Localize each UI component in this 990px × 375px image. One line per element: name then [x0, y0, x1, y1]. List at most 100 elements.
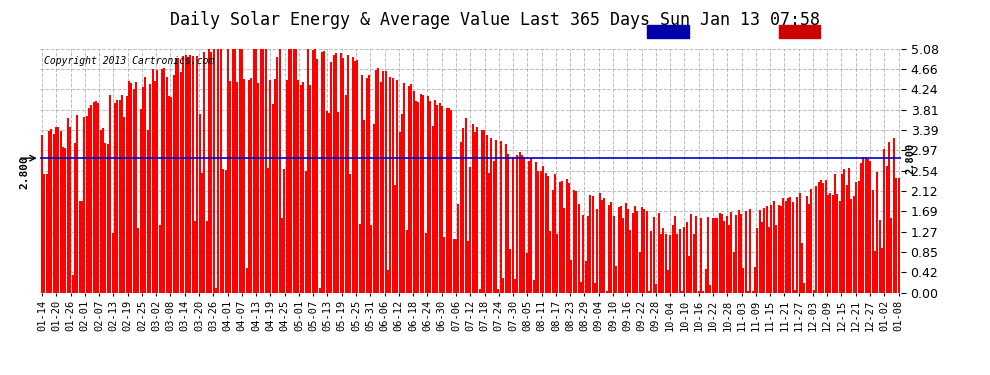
- Bar: [549, 231, 551, 292]
- Bar: [365, 78, 367, 292]
- Bar: [758, 210, 760, 292]
- Bar: [133, 89, 135, 292]
- Bar: [536, 162, 538, 292]
- Bar: [726, 216, 728, 292]
- Bar: [483, 130, 485, 292]
- Bar: [625, 203, 627, 292]
- Bar: [577, 204, 579, 292]
- Bar: [121, 95, 123, 292]
- Bar: [234, 49, 236, 292]
- Bar: [500, 141, 502, 292]
- Bar: [269, 80, 271, 292]
- Bar: [815, 186, 817, 292]
- Bar: [594, 282, 596, 292]
- Bar: [700, 219, 702, 292]
- Bar: [138, 228, 140, 292]
- Bar: [746, 291, 749, 292]
- Bar: [611, 202, 613, 292]
- Bar: [382, 70, 384, 292]
- Bar: [754, 267, 756, 292]
- Bar: [81, 201, 83, 292]
- Bar: [490, 138, 492, 292]
- Bar: [546, 176, 548, 292]
- Bar: [538, 171, 540, 292]
- Bar: [808, 204, 810, 292]
- Bar: [331, 63, 333, 292]
- Bar: [679, 228, 681, 292]
- Bar: [740, 214, 742, 292]
- Bar: [418, 102, 420, 292]
- Bar: [580, 282, 582, 292]
- Bar: [109, 95, 111, 292]
- Bar: [343, 57, 345, 292]
- Bar: [876, 172, 878, 292]
- Bar: [450, 110, 452, 292]
- Bar: [686, 222, 688, 292]
- Bar: [832, 195, 834, 292]
- Bar: [297, 80, 299, 292]
- Bar: [528, 161, 530, 292]
- Bar: [126, 96, 128, 292]
- Bar: [74, 143, 76, 292]
- Bar: [316, 59, 319, 292]
- Bar: [262, 49, 264, 292]
- Bar: [187, 57, 189, 292]
- Bar: [606, 291, 608, 292]
- Bar: [478, 289, 481, 292]
- Bar: [575, 191, 577, 292]
- Bar: [46, 174, 48, 292]
- Bar: [196, 56, 198, 292]
- Bar: [184, 55, 186, 292]
- Bar: [474, 132, 476, 292]
- Bar: [601, 200, 603, 292]
- Bar: [114, 103, 116, 292]
- Bar: [554, 174, 556, 292]
- Bar: [467, 241, 469, 292]
- Bar: [140, 110, 142, 292]
- Bar: [630, 230, 632, 292]
- Bar: [86, 116, 88, 292]
- Bar: [763, 208, 765, 292]
- Bar: [681, 291, 683, 292]
- Bar: [556, 234, 558, 292]
- Bar: [333, 55, 335, 292]
- Bar: [543, 166, 545, 292]
- Bar: [481, 130, 483, 292]
- Bar: [519, 152, 521, 292]
- Bar: [413, 91, 415, 292]
- Bar: [719, 213, 721, 292]
- Bar: [688, 256, 690, 292]
- Bar: [505, 144, 507, 292]
- Bar: [230, 81, 232, 292]
- Bar: [257, 82, 259, 292]
- Bar: [358, 224, 360, 292]
- Bar: [215, 288, 217, 292]
- Bar: [509, 249, 511, 292]
- Bar: [95, 101, 97, 292]
- Bar: [312, 50, 314, 292]
- Bar: [761, 222, 763, 292]
- Bar: [589, 195, 591, 292]
- Bar: [570, 260, 572, 292]
- Bar: [177, 58, 179, 292]
- Bar: [671, 225, 673, 292]
- Bar: [112, 232, 114, 292]
- Bar: [558, 182, 560, 292]
- Bar: [521, 155, 523, 292]
- Bar: [650, 231, 652, 292]
- Bar: [845, 185, 847, 292]
- Bar: [596, 209, 598, 292]
- Bar: [533, 279, 535, 292]
- Bar: [302, 82, 304, 292]
- Bar: [733, 252, 735, 292]
- Bar: [642, 207, 644, 292]
- Bar: [293, 49, 295, 292]
- Bar: [373, 124, 375, 292]
- Bar: [782, 198, 784, 292]
- Bar: [770, 205, 772, 292]
- Text: Daily Solar Energy & Average Value Last 365 Days Sun Jan 13 07:58: Daily Solar Energy & Average Value Last …: [170, 11, 820, 29]
- Bar: [57, 127, 59, 292]
- Bar: [742, 268, 744, 292]
- Bar: [425, 233, 427, 292]
- Bar: [526, 252, 528, 292]
